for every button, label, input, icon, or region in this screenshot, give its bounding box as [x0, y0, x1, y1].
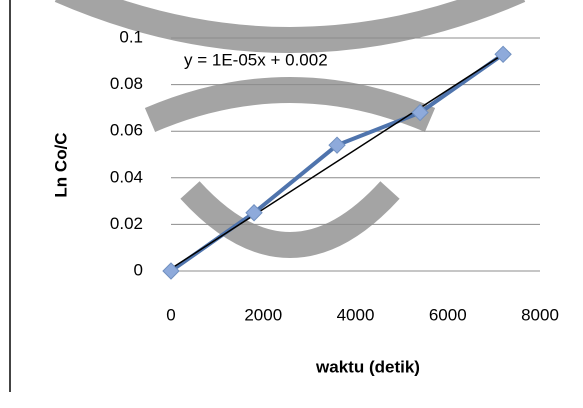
marker	[494, 45, 512, 64]
x-tick-label: 2000	[244, 305, 282, 324]
y-tick-label: 0.04	[110, 167, 143, 186]
y-tick-label: 0.06	[110, 121, 143, 140]
watermark-arc	[144, 77, 436, 132]
marker	[245, 204, 263, 222]
y-tick-label: 0.02	[110, 214, 143, 233]
marker	[328, 136, 346, 154]
x-axis-title: waktu (detik)	[315, 357, 420, 376]
x-tick-label: 6000	[429, 305, 467, 324]
y-tick-label: 0.1	[119, 27, 143, 46]
trendline	[170, 53, 504, 270]
marker	[162, 262, 180, 280]
x-tick-label: 8000	[521, 305, 559, 324]
watermark	[54, 0, 526, 258]
trendline-equation: y = 1E-05x + 0.002	[184, 50, 328, 69]
watermark-arc	[54, 0, 526, 53]
y-tick-label: 0	[134, 260, 143, 279]
watermark-arc	[180, 181, 400, 258]
y-axis-title: Ln Co/C	[51, 132, 70, 197]
marker	[411, 103, 429, 122]
x-tick-label: 4000	[337, 305, 375, 324]
y-tick-label: 0.08	[110, 74, 143, 93]
x-tick-label: 0	[166, 305, 175, 324]
